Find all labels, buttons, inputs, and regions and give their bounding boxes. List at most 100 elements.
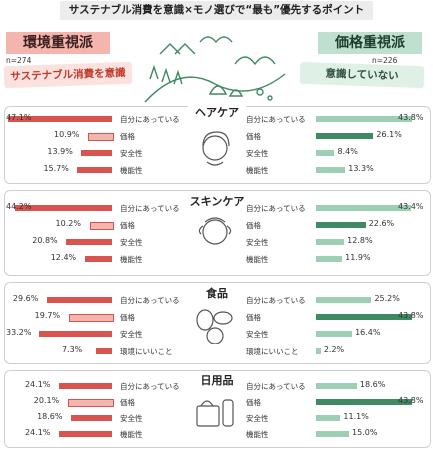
- right-bar: [316, 297, 372, 303]
- left-group-subtitle: サステナブル消費を意識: [3, 61, 133, 89]
- vegetables-fish-icon: [196, 309, 233, 344]
- right-category-label: 価格: [246, 221, 261, 230]
- left-category-label: 安全性: [120, 330, 143, 339]
- right-category-label: 安全性: [246, 238, 269, 247]
- right-bar: [316, 133, 374, 139]
- left-bar: [84, 256, 112, 262]
- left-group-n: n=274: [6, 56, 32, 65]
- right-bar: [316, 222, 366, 228]
- right-category-label: 価格: [246, 132, 261, 141]
- right-value-label: 43.8%: [398, 113, 424, 122]
- right-bar: [316, 167, 346, 173]
- left-value-label: 24.1%: [24, 428, 51, 437]
- right-bar: [316, 331, 353, 337]
- left-value-label: 15.7%: [43, 164, 69, 173]
- left-bar: [14, 205, 112, 211]
- right-group-label: 価格重視派: [318, 32, 422, 54]
- right-bar: [316, 239, 345, 245]
- left-value-label: 44.2%: [6, 202, 32, 211]
- left-category-label: 環境にいいこと: [120, 347, 173, 356]
- left-bar: [46, 297, 112, 303]
- left-bar: [67, 399, 114, 407]
- right-group-n: n=226: [372, 56, 398, 65]
- left-bar: [68, 314, 114, 322]
- section-title: ヘアケア: [188, 104, 246, 120]
- left-bar: [89, 222, 114, 230]
- left-bar: [58, 383, 112, 389]
- left-value-label: 18.6%: [37, 412, 63, 421]
- right-value-label: 18.6%: [359, 380, 386, 389]
- left-category-label: 自分にあっている: [120, 115, 180, 124]
- section-title: 食品: [188, 285, 246, 301]
- left-category-label: 自分にあっている: [120, 204, 180, 213]
- right-category-label: 機能性: [246, 166, 269, 175]
- right-value-label: 11.1%: [343, 412, 369, 421]
- left-bar: [81, 150, 112, 156]
- section-title: 日用品: [188, 372, 246, 388]
- left-category-label: 機能性: [120, 255, 143, 264]
- left-value-label: 10.2%: [55, 219, 81, 228]
- left-category-label: 自分にあっている: [120, 296, 180, 305]
- right-category-label: 自分にあっている: [246, 115, 306, 124]
- left-bar: [88, 133, 114, 141]
- left-bar: [66, 239, 112, 245]
- left-value-label: 24.1%: [24, 380, 51, 389]
- right-category-label: 環境にいいこと: [246, 347, 299, 356]
- right-bar: [316, 383, 357, 389]
- left-category-label: 機能性: [120, 430, 143, 439]
- right-value-label: 15.0%: [352, 428, 378, 437]
- right-category-label: 安全性: [246, 149, 269, 158]
- right-bar: [316, 399, 413, 405]
- left-group-label: 環境重視派: [6, 32, 110, 54]
- right-value-label: 26.1%: [376, 130, 402, 139]
- left-bar: [8, 116, 112, 122]
- left-bar: [95, 348, 112, 354]
- left-category-label: 安全性: [120, 238, 143, 247]
- left-category-label: 価格: [120, 221, 135, 230]
- right-category-label: 安全性: [246, 414, 269, 423]
- right-value-label: 43.8%: [398, 311, 424, 320]
- right-bar: [316, 256, 343, 262]
- right-category-label: 自分にあっている: [246, 204, 306, 213]
- left-value-label: 47.1%: [6, 113, 32, 122]
- right-bar: [316, 116, 413, 122]
- title-banner: サステナブル消費を意識×モノ選びで“最も”優先するポイント: [0, 0, 433, 22]
- left-category-label: 安全性: [120, 149, 143, 158]
- left-bar: [77, 167, 112, 173]
- right-value-label: 43.4%: [398, 202, 424, 211]
- left-category-label: 価格: [120, 132, 135, 141]
- right-bar: [316, 415, 341, 421]
- right-value-label: 22.6%: [368, 219, 395, 228]
- right-group-subtitle: 意識していない: [299, 61, 425, 89]
- left-bar: [58, 431, 112, 437]
- right-value-label: 8.4%: [337, 147, 358, 156]
- right-bar: [316, 348, 321, 354]
- right-value-label: 25.2%: [374, 294, 400, 303]
- right-bar: [316, 431, 349, 437]
- right-category-label: 安全性: [246, 330, 269, 339]
- left-bar: [38, 331, 112, 337]
- right-value-label: 2.2%: [323, 345, 345, 354]
- left-value-label: 13.9%: [47, 147, 73, 156]
- right-value-label: 13.3%: [348, 164, 374, 173]
- tissue-bottle-icon: [196, 399, 234, 427]
- left-category-label: 自分にあっている: [120, 382, 180, 391]
- right-category-label: 価格: [246, 398, 261, 407]
- right-category-label: 機能性: [246, 255, 269, 264]
- left-value-label: 20.1%: [33, 396, 60, 405]
- right-value-label: 11.9%: [345, 253, 371, 262]
- left-category-label: 価格: [120, 398, 135, 407]
- right-bar: [316, 205, 412, 211]
- right-value-label: 43.8%: [398, 396, 424, 405]
- left-value-label: 29.6%: [12, 294, 39, 303]
- left-value-label: 19.7%: [34, 311, 61, 320]
- right-category-label: 自分にあっている: [246, 382, 306, 391]
- left-category-label: 機能性: [120, 166, 143, 175]
- right-category-label: 機能性: [246, 430, 269, 439]
- left-value-label: 12.4%: [50, 253, 77, 262]
- section-title: スキンケア: [188, 193, 246, 209]
- left-bar: [71, 415, 112, 421]
- landscape-illustration-icon: [144, 36, 286, 103]
- right-bar: [316, 150, 335, 156]
- woman-skincare-icon: [198, 217, 232, 245]
